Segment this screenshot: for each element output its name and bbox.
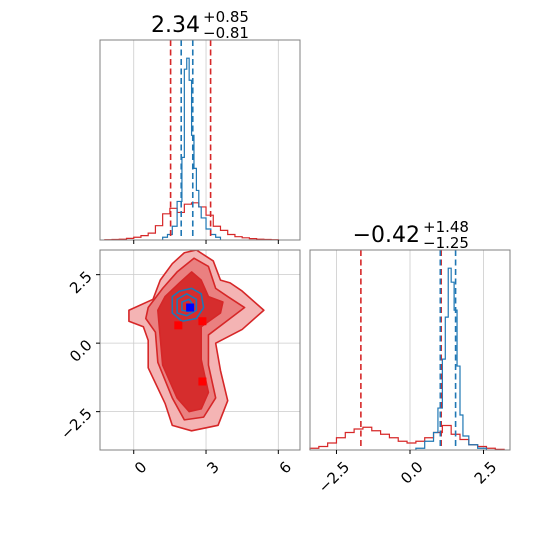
blue-contour-level-0	[171, 287, 205, 323]
h1-xtick-label-1: 0.0	[397, 458, 427, 488]
blue-contour-level-1	[176, 293, 198, 317]
histogram-x1-ticks: −2.5 0.0 2.5	[315, 450, 501, 497]
title-x0-minus: −0.81	[203, 24, 249, 42]
histogram-x1-quantile-lines	[360, 250, 457, 450]
h1-xtick-label-0: −2.5	[315, 458, 353, 496]
histogram-x1-grid	[336, 250, 484, 450]
histogram-x1-steps	[309, 267, 505, 450]
red-square-marker-2	[198, 377, 207, 386]
sc-xtick-label-2: 6	[276, 458, 295, 477]
histogram-x0-title: 2.34 +0.85 −0.81	[151, 8, 249, 42]
h1-xtick-label-2: 2.5	[471, 458, 501, 488]
title-x1-minus: −1.25	[423, 234, 469, 252]
scatter-2d-panel: 0 3 6 −2.5 0.0 2.5	[57, 249, 301, 478]
histogram-x0-frame	[99, 39, 301, 241]
h0-blue-steps	[162, 57, 222, 240]
red-square-marker-0	[174, 321, 183, 330]
histogram-x1-panel: −2.5 0.0 2.5	[309, 249, 511, 497]
blue-square-marker	[186, 303, 195, 312]
sc-xtick-label-0: 0	[131, 458, 150, 477]
histogram-x0-quantile-lines	[169, 40, 212, 240]
title-x1-value: −0.42	[353, 223, 420, 248]
h0-red-steps	[104, 202, 279, 241]
sc-ytick-label-0: −2.5	[57, 405, 95, 443]
sc-xtick-label-1: 3	[203, 458, 222, 477]
title-x0-plus: +0.85	[203, 8, 249, 26]
scatter-2d-frame	[99, 249, 301, 451]
sc-ytick-label-1: 0.0	[66, 336, 96, 366]
title-x0-value: 2.34	[151, 13, 200, 38]
h1-blue-steps	[415, 267, 488, 450]
scatter-2d-contours	[128, 250, 265, 432]
red-square-marker-1	[198, 317, 207, 326]
histogram-x0-steps	[104, 57, 279, 241]
red-contour-level-2	[157, 271, 224, 413]
histogram-x0-ticks	[133, 240, 279, 244]
h1-red-steps	[309, 424, 505, 450]
title-x1-plus: +1.48	[423, 218, 469, 236]
histogram-x1-title: −0.42 +1.48 −1.25	[353, 218, 469, 252]
sc-ytick-label-2: 2.5	[66, 268, 96, 298]
scatter-2d-markers	[174, 303, 207, 386]
histogram-x0-panel	[99, 39, 301, 244]
